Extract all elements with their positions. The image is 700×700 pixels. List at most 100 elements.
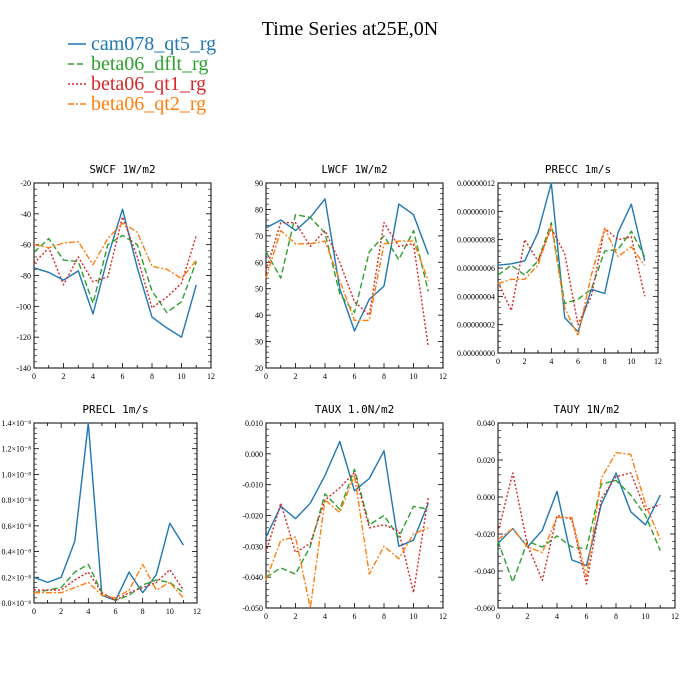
y-tick-label: -0.020 <box>474 530 495 539</box>
x-tick-label: 8 <box>141 607 145 616</box>
y-tick-label: 0.00000010 <box>457 207 495 216</box>
x-tick-label: 10 <box>166 607 174 616</box>
x-tick-label: 12 <box>193 607 201 616</box>
y-tick-label: 0.010 <box>245 419 263 428</box>
x-tick-label: 4 <box>323 612 327 621</box>
legend-entry: cam078_qt5_rg <box>68 33 216 55</box>
y-tick-label: -80 <box>20 272 31 281</box>
y-tick-label: 70 <box>255 232 263 241</box>
series-line-cam078_qt5_rg <box>33 422 184 602</box>
series-line-beta06_dflt_rg <box>497 221 646 305</box>
y-tick-label: -0.010 <box>242 481 263 490</box>
plot-frame <box>33 422 198 604</box>
y-tick-label: 1.2×10⁻⁸ <box>1 445 31 454</box>
x-tick-label: 4 <box>86 607 90 616</box>
x-tick-label: 8 <box>382 612 386 621</box>
x-tick-label: 6 <box>585 612 589 621</box>
series-line-beta06_dflt_rg <box>265 468 429 578</box>
series-line-beta06_dflt_rg <box>265 213 429 314</box>
x-tick-label: 12 <box>654 357 662 366</box>
plot-frame <box>497 182 659 354</box>
legend-entry: beta06_dflt_rg <box>68 53 208 75</box>
x-tick-label: 10 <box>627 357 635 366</box>
x-tick-label: 12 <box>207 372 215 381</box>
series-line-beta06_qt1_rg <box>265 471 429 594</box>
x-tick-label: 4 <box>555 612 559 621</box>
series-line-cam078_qt5_rg <box>497 182 646 333</box>
x-tick-label: 8 <box>614 612 618 621</box>
series-line-beta06_dflt_rg <box>33 234 197 314</box>
legend-label: cam078_qt5_rg <box>91 33 216 55</box>
x-tick-label: 12 <box>439 612 447 621</box>
x-tick-label: 0 <box>496 357 500 366</box>
series-line-cam078_qt5_rg <box>33 208 197 338</box>
x-tick-label: 0 <box>32 607 36 616</box>
panel-title: TAUY 1N/m2 <box>553 403 619 416</box>
y-tick-label: 80 <box>255 205 263 214</box>
y-tick-label: 0.00000006 <box>457 264 495 273</box>
x-tick-label: 10 <box>410 372 418 381</box>
x-tick-label: 2 <box>294 612 298 621</box>
series-line-beta06_qt2_rg <box>497 451 661 578</box>
y-tick-label: 0.000 <box>477 493 495 502</box>
x-tick-label: 4 <box>323 372 327 381</box>
series-line-beta06_qt1_rg <box>497 227 646 326</box>
y-tick-label: 0.00000004 <box>457 292 495 301</box>
x-tick-label: 8 <box>382 372 386 381</box>
x-tick-label: 0 <box>496 612 500 621</box>
x-tick-label: 12 <box>439 372 447 381</box>
x-tick-label: 10 <box>178 372 186 381</box>
series-line-beta06_qt2_rg <box>497 224 646 337</box>
y-tick-label: -0.040 <box>474 567 495 576</box>
y-tick-label: -40 <box>20 210 31 219</box>
y-tick-label: 0.00000002 <box>457 321 495 330</box>
y-tick-label: -140 <box>16 364 31 373</box>
y-tick-label: 0.040 <box>477 419 495 428</box>
y-tick-label: 0.00000008 <box>457 236 495 245</box>
chart-panel: TAUX 1.0N/m2 0 2 4 6 8 10 12 -0.050 -0.040 -0.030 -… <box>242 403 447 621</box>
x-tick-label: 4 <box>549 357 553 366</box>
x-tick-label: 6 <box>353 372 357 381</box>
y-tick-label: 0.6×10⁻⁸ <box>1 522 31 531</box>
y-tick-label: 50 <box>255 285 263 294</box>
y-tick-label: 40 <box>255 311 263 320</box>
x-tick-label: 2 <box>294 372 298 381</box>
x-tick-label: 2 <box>523 357 527 366</box>
x-tick-label: 6 <box>121 372 125 381</box>
series-line-cam078_qt5_rg <box>265 440 429 547</box>
panel-title: SWCF 1W/m2 <box>89 163 155 176</box>
x-tick-label: 6 <box>114 607 118 616</box>
y-tick-label: -120 <box>16 333 31 342</box>
y-tick-label: 0.8×10⁻⁸ <box>1 496 31 505</box>
series-line-beta06_qt2_rg <box>265 229 429 322</box>
series-line-beta06_dflt_rg <box>33 563 184 602</box>
y-tick-label: 90 <box>255 179 263 188</box>
y-tick-label: 20 <box>255 364 263 373</box>
y-tick-label: 0.020 <box>477 456 495 465</box>
y-tick-label: -0.060 <box>474 604 495 613</box>
series-line-beta06_qt1_rg <box>33 216 197 309</box>
x-tick-label: 2 <box>62 372 66 381</box>
legend-label: beta06_qt2_rg <box>91 93 206 115</box>
y-tick-label: -0.050 <box>242 604 263 613</box>
chart-panel: PRECC 1m/s 0 2 4 6 8 10 12 0.00000000 0.00000002 0… <box>457 163 662 366</box>
y-tick-label: 0.0×10⁻⁸ <box>1 599 31 608</box>
chart-panel: TAUY 1N/m2 0 2 4 6 8 10 12 -0.060 -0.040 -0.020 0.0… <box>474 403 679 621</box>
x-tick-label: 8 <box>150 372 154 381</box>
panel-title: PRECL 1m/s <box>82 403 148 416</box>
legend: cam078_qt5_rgbeta06_dflt_rgbeta06_qt1_rg… <box>68 33 216 115</box>
x-tick-label: 4 <box>91 372 95 381</box>
series-line-beta06_qt2_rg <box>33 222 197 280</box>
y-tick-label: -0.030 <box>242 542 263 551</box>
x-tick-label: 6 <box>353 612 357 621</box>
x-tick-label: 10 <box>410 612 418 621</box>
x-tick-label: 2 <box>59 607 63 616</box>
y-tick-label: -60 <box>20 241 31 250</box>
panel-title: TAUX 1.0N/m2 <box>315 403 394 416</box>
x-tick-label: 2 <box>526 612 530 621</box>
x-tick-label: 6 <box>576 357 580 366</box>
chart-panel: PRECL 1m/s 0 2 4 6 8 10 12 0.0×10⁻⁸ 0.2×10⁻⁸ 0.4×1… <box>1 403 201 616</box>
y-tick-label: 0.2×10⁻⁸ <box>1 573 31 582</box>
x-tick-label: 8 <box>603 357 607 366</box>
